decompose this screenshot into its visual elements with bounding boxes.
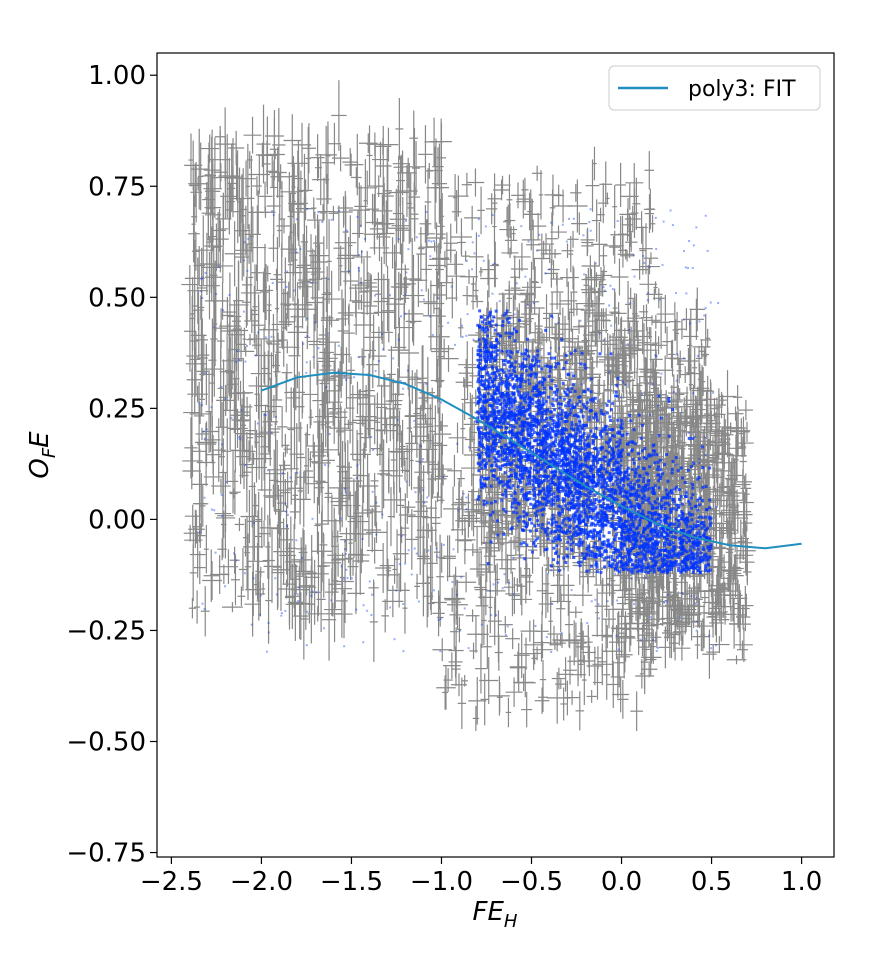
chart: −2.5−2.0−1.5−1.0−0.50.00.51.0 −0.75−0.50…: [0, 0, 870, 951]
scatter-plot: −2.5−2.0−1.5−1.0−0.50.00.51.0 −0.75−0.50…: [0, 0, 870, 951]
